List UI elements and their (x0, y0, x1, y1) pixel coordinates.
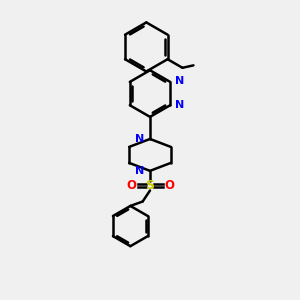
Text: N: N (135, 134, 145, 144)
Text: N: N (175, 100, 184, 110)
Text: N: N (175, 76, 184, 86)
Text: S: S (146, 179, 154, 192)
Text: N: N (135, 166, 145, 176)
Text: O: O (126, 179, 136, 192)
Text: O: O (164, 179, 174, 192)
